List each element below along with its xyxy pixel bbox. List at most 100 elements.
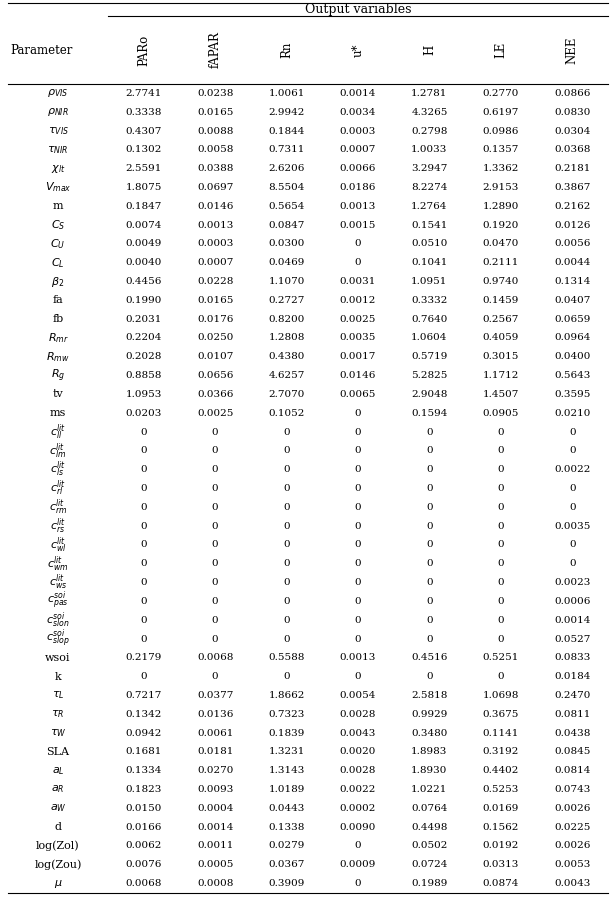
Text: 0: 0 <box>426 446 433 455</box>
Text: 1.4507: 1.4507 <box>483 390 519 399</box>
Text: $a_W$: $a_W$ <box>50 803 66 814</box>
Text: 0.0279: 0.0279 <box>268 842 305 851</box>
Text: $c^{soi}_{slon}$: $c^{soi}_{slon}$ <box>46 610 69 630</box>
Text: 0.0165: 0.0165 <box>197 108 233 117</box>
Text: $c^{soi}_{pas}$: $c^{soi}_{pas}$ <box>47 590 69 613</box>
Text: 0.0043: 0.0043 <box>554 879 590 888</box>
Text: 0.0443: 0.0443 <box>268 804 305 813</box>
Text: 0.1334: 0.1334 <box>125 767 162 776</box>
Text: log(Zol): log(Zol) <box>36 841 80 852</box>
Text: 4.3265: 4.3265 <box>411 108 448 117</box>
Text: 0: 0 <box>426 503 433 512</box>
Text: 0.5588: 0.5588 <box>268 653 305 662</box>
Text: 0.2798: 0.2798 <box>411 127 448 136</box>
Text: 0.0366: 0.0366 <box>197 390 233 399</box>
Text: 5.2825: 5.2825 <box>411 371 448 380</box>
Text: 0: 0 <box>498 521 504 530</box>
Text: 1.3143: 1.3143 <box>268 767 305 776</box>
Text: 0.0313: 0.0313 <box>483 861 519 870</box>
Text: 0: 0 <box>212 615 218 624</box>
Text: $c^{soi}_{slop}$: $c^{soi}_{slop}$ <box>46 628 70 650</box>
Text: 0.0014: 0.0014 <box>197 823 233 832</box>
Text: 0: 0 <box>355 597 362 605</box>
Text: $R_g$: $R_g$ <box>51 367 65 384</box>
Text: 0.0007: 0.0007 <box>197 258 233 267</box>
Text: 0.0068: 0.0068 <box>125 879 162 888</box>
Text: 0.2028: 0.2028 <box>125 352 162 361</box>
Text: 0.3675: 0.3675 <box>483 710 519 719</box>
Text: 0.1844: 0.1844 <box>268 127 305 136</box>
Text: 0.0012: 0.0012 <box>340 296 376 305</box>
Text: 0.0006: 0.0006 <box>554 597 590 605</box>
Text: 1.2808: 1.2808 <box>268 333 305 342</box>
Text: Output variables: Output variables <box>305 3 411 16</box>
Text: 0: 0 <box>498 503 504 512</box>
Text: 1.8930: 1.8930 <box>411 767 448 776</box>
Text: 0.2567: 0.2567 <box>483 315 519 324</box>
Text: 0: 0 <box>140 446 147 455</box>
Text: 0: 0 <box>498 578 504 587</box>
Text: 0: 0 <box>355 258 362 267</box>
Text: 0: 0 <box>355 615 362 624</box>
Text: fa: fa <box>53 295 63 305</box>
Text: $C_L$: $C_L$ <box>51 256 65 270</box>
Text: $c^{lit}_{lm}$: $c^{lit}_{lm}$ <box>49 441 66 461</box>
Text: 2.5818: 2.5818 <box>411 691 448 700</box>
Text: 1.3231: 1.3231 <box>268 748 305 757</box>
Text: 1.2764: 1.2764 <box>411 202 448 211</box>
Text: 0: 0 <box>498 597 504 605</box>
Text: 0: 0 <box>498 446 504 455</box>
Text: 0: 0 <box>212 672 218 681</box>
Text: 0.0014: 0.0014 <box>554 615 590 624</box>
Text: 0.1342: 0.1342 <box>125 710 162 719</box>
Text: 0: 0 <box>498 559 504 568</box>
Text: 0.0002: 0.0002 <box>340 804 376 813</box>
Text: NEE: NEE <box>566 36 579 63</box>
Text: m: m <box>53 201 63 211</box>
Text: 0: 0 <box>284 597 290 605</box>
Text: 1.2890: 1.2890 <box>483 202 519 211</box>
Text: 0.4402: 0.4402 <box>483 767 519 776</box>
Text: 0.0764: 0.0764 <box>411 804 448 813</box>
Text: 1.0604: 1.0604 <box>411 333 448 342</box>
Text: 0: 0 <box>140 484 147 493</box>
Text: 0: 0 <box>140 597 147 605</box>
Text: 0.0066: 0.0066 <box>340 164 376 173</box>
Text: 0.0146: 0.0146 <box>197 202 233 211</box>
Text: 0.7311: 0.7311 <box>268 146 305 155</box>
Text: 0.9740: 0.9740 <box>483 277 519 286</box>
Text: 0: 0 <box>426 615 433 624</box>
Text: $c^{lit}_{rm}$: $c^{lit}_{rm}$ <box>49 498 67 517</box>
Text: 0.3192: 0.3192 <box>483 748 519 757</box>
Text: 0.9929: 0.9929 <box>411 710 448 719</box>
Text: 1.0698: 1.0698 <box>483 691 519 700</box>
Text: 0.2162: 0.2162 <box>554 202 590 211</box>
Text: 0: 0 <box>140 540 147 549</box>
Text: 0: 0 <box>284 540 290 549</box>
Text: 2.5591: 2.5591 <box>125 164 162 173</box>
Text: 0: 0 <box>426 465 433 474</box>
Text: Parameter: Parameter <box>10 43 73 56</box>
Text: 0.0270: 0.0270 <box>197 767 233 776</box>
Text: 0.0192: 0.0192 <box>483 842 519 851</box>
Text: 0: 0 <box>284 503 290 512</box>
Text: 0.0061: 0.0061 <box>197 729 233 738</box>
Text: 0.0026: 0.0026 <box>554 842 590 851</box>
Text: 0: 0 <box>569 446 576 455</box>
Text: 0.3595: 0.3595 <box>554 390 590 399</box>
Text: $C_U$: $C_U$ <box>50 237 66 251</box>
Text: 0: 0 <box>212 521 218 530</box>
Text: $\tau_L$: $\tau_L$ <box>52 690 65 701</box>
Text: 0.0176: 0.0176 <box>197 315 233 324</box>
Text: 0.4516: 0.4516 <box>411 653 448 662</box>
Text: 0.5654: 0.5654 <box>268 202 305 211</box>
Text: 0.0986: 0.0986 <box>483 127 519 136</box>
Text: 0: 0 <box>140 672 147 681</box>
Text: 0.0502: 0.0502 <box>411 842 448 851</box>
Text: 1.8075: 1.8075 <box>125 183 162 192</box>
Text: 0.0847: 0.0847 <box>268 221 305 230</box>
Text: 2.9048: 2.9048 <box>411 390 448 399</box>
Text: 0: 0 <box>212 634 218 643</box>
Text: 0.0020: 0.0020 <box>340 748 376 757</box>
Text: 0.3867: 0.3867 <box>554 183 590 192</box>
